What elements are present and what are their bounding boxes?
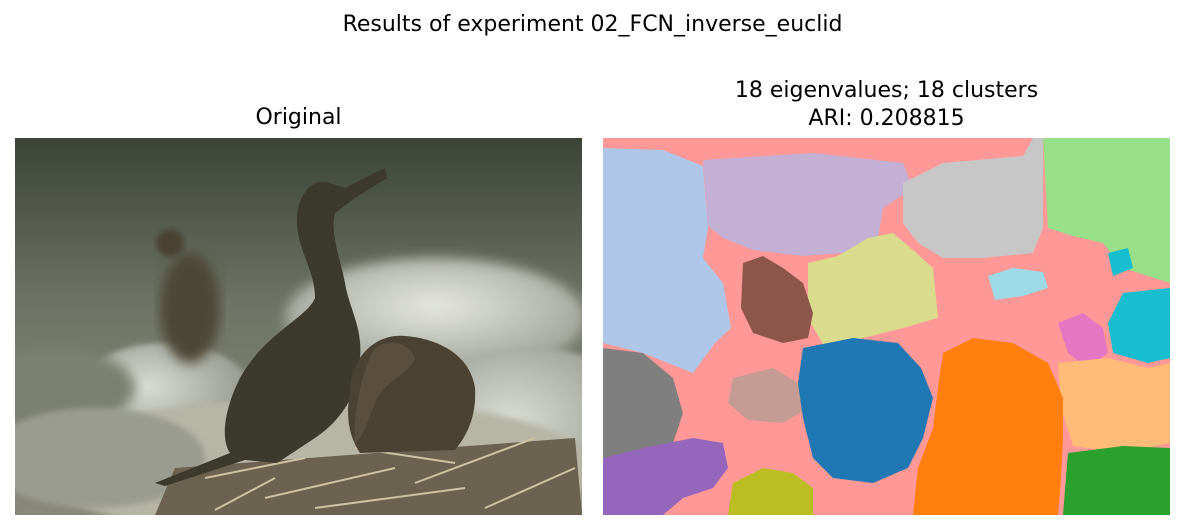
segmentation-image xyxy=(603,138,1170,515)
segment-lightblue xyxy=(603,148,731,373)
original-title: Original xyxy=(255,105,342,130)
segment-lavender xyxy=(703,153,913,256)
segment-lightcyan xyxy=(988,268,1048,300)
cormorant-preening-head xyxy=(354,342,415,443)
segment-cyan-small xyxy=(1108,248,1133,276)
figure-suptitle: Results of experiment 02_FCN_inverse_euc… xyxy=(342,12,843,37)
segmentation-title-line2: ARI: 0.208815 xyxy=(808,106,965,131)
background-bird-head xyxy=(156,229,184,257)
background-bird xyxy=(160,253,220,363)
original-image-canvas xyxy=(15,138,582,515)
segment-purple xyxy=(603,438,728,515)
segment-khaki xyxy=(808,233,938,353)
segment-blue xyxy=(798,338,933,483)
segment-brown xyxy=(741,256,813,343)
segment-orchid xyxy=(1058,313,1108,368)
segment-rosybrown xyxy=(728,368,808,423)
segment-cyan xyxy=(1108,288,1170,363)
rock xyxy=(15,348,135,428)
segmentation-title-line1: 18 eigenvalues; 18 clusters xyxy=(734,78,1039,103)
cormorant-main xyxy=(155,168,387,486)
segment-green xyxy=(1063,446,1170,515)
segment-orange xyxy=(913,338,1063,515)
segment-lightgray xyxy=(903,138,1043,258)
original-image xyxy=(15,138,582,515)
segment-olive xyxy=(728,468,813,515)
nest-twigs xyxy=(204,437,576,511)
nest xyxy=(155,438,582,515)
segmentation-canvas xyxy=(603,138,1170,515)
segment-gray xyxy=(603,348,683,458)
segmentation-title: 18 eigenvalues; 18 clusters ARI: 0.20881… xyxy=(603,77,1170,133)
segment-peach xyxy=(1058,358,1170,453)
segment-lightgreen xyxy=(1043,138,1170,283)
